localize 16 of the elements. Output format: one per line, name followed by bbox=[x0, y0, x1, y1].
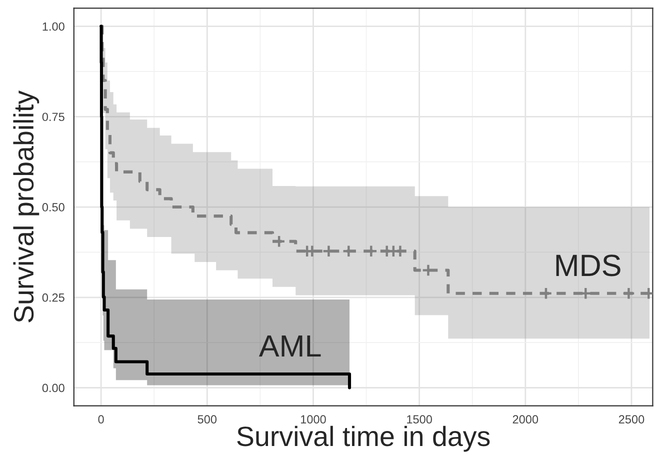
y-axis-title: Survival probability bbox=[13, 90, 40, 322]
series-label: MDS bbox=[556, 254, 620, 276]
x-tick-label: 0 bbox=[98, 415, 104, 424]
x-tick-label: 2500 bbox=[618, 415, 644, 424]
y-tick-label: 0.25 bbox=[42, 293, 64, 302]
x-tick-label: 500 bbox=[198, 415, 217, 424]
point bbox=[622, 286, 636, 300]
y-tick-label: 0.75 bbox=[42, 112, 64, 122]
y-tick-label: 0.50 bbox=[42, 203, 64, 212]
x-axis-title: Survival time in days bbox=[237, 426, 490, 452]
x-tick-label: 1500 bbox=[407, 415, 432, 424]
y-tick-label: 0.00 bbox=[42, 384, 64, 392]
x-tick-label: 1000 bbox=[300, 415, 326, 424]
x-tick-label: 2000 bbox=[512, 415, 538, 424]
y-tick-label: 1.00 bbox=[42, 22, 64, 31]
series-label: AML bbox=[258, 336, 321, 357]
